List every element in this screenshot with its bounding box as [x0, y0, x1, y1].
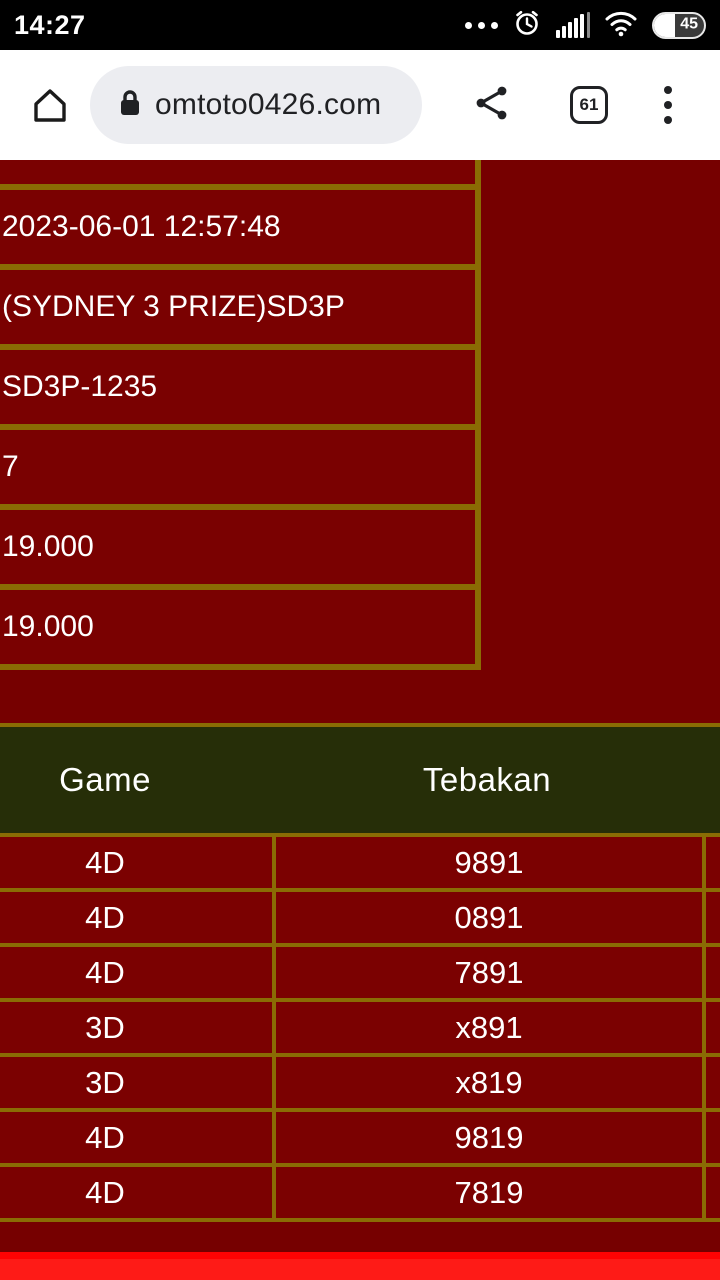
- signal-icon: [556, 12, 590, 38]
- amount-value-2: 19.000: [2, 610, 94, 643]
- info-row-datetime: 2023-06-01 12:57:48: [0, 190, 475, 270]
- lock-icon: [118, 88, 142, 123]
- info-row-market: (SYDNEY 3 PRIZE)SD3P: [0, 270, 475, 350]
- extra-cell: [702, 892, 720, 943]
- tebakan-cell: x891: [272, 1002, 702, 1053]
- red-strip-top: [0, 1252, 720, 1259]
- game-cell: 4D: [85, 954, 125, 990]
- clock-time: 14:27: [14, 9, 86, 40]
- bets-table: Game Tebakan 4D 9891 4D 0891 4D 7891 3D: [0, 723, 720, 1222]
- table-row: 4D 7819: [0, 1167, 720, 1222]
- draw-datetime: 2023-06-01 12:57:48: [2, 210, 281, 243]
- extra-cell: [702, 1057, 720, 1108]
- extra-cell: [702, 947, 720, 998]
- info-row-period: SD3P-1235: [0, 350, 475, 430]
- period-code: SD3P-1235: [2, 370, 158, 403]
- home-button[interactable]: [28, 83, 72, 127]
- bets-table-header: Game Tebakan: [0, 723, 720, 837]
- tab-count: 61: [579, 95, 599, 114]
- battery-icon: 45: [652, 11, 706, 39]
- header-tebakan: Tebakan: [422, 761, 552, 798]
- status-bar: 14:27 45: [0, 0, 720, 50]
- extra-cell: [702, 1167, 720, 1218]
- extra-cell: [702, 1112, 720, 1163]
- alarm-icon: [512, 8, 542, 43]
- info-row-number: 7: [0, 430, 475, 510]
- header-game: Game: [59, 761, 151, 798]
- game-cell: 4D: [85, 1119, 125, 1155]
- web-page: 2023-06-01 12:57:48 (SYDNEY 3 PRIZE)SD3P…: [0, 160, 720, 1280]
- info-row-partial: [0, 160, 475, 190]
- info-number: 7: [2, 450, 19, 483]
- game-cell: 3D: [85, 1009, 125, 1045]
- extra-cell: [702, 1002, 720, 1053]
- tebakan-cell: x819: [272, 1057, 702, 1108]
- url-bar[interactable]: omtoto0426.com: [90, 66, 422, 144]
- info-row-amount-2: 19.000: [0, 590, 475, 670]
- amount-value-1: 19.000: [2, 530, 94, 563]
- tab-switcher-button[interactable]: 61: [570, 86, 608, 124]
- draw-info-table: 2023-06-01 12:57:48 (SYDNEY 3 PRIZE)SD3P…: [0, 160, 481, 670]
- game-cell: 4D: [85, 1174, 125, 1210]
- table-row: 4D 9819: [0, 1112, 720, 1167]
- info-row-amount-1: 19.000: [0, 510, 475, 590]
- share-icon[interactable]: [474, 84, 510, 127]
- game-cell: 3D: [85, 1064, 125, 1100]
- game-cell: 4D: [85, 844, 125, 880]
- game-cell: 4D: [85, 899, 125, 935]
- table-row: 4D 0891: [0, 892, 720, 947]
- table-row: 4D 9891: [0, 837, 720, 892]
- header-extra: [702, 727, 720, 833]
- tebakan-cell: 7819: [272, 1167, 702, 1218]
- bottom-red-bar: [0, 1252, 720, 1280]
- tebakan-cell: 0891: [272, 892, 702, 943]
- more-notifications-icon: [465, 21, 498, 29]
- table-row: 3D x891: [0, 1002, 720, 1057]
- url-text: omtoto0426.com: [155, 88, 382, 121]
- market-name: (SYDNEY 3 PRIZE)SD3P: [2, 290, 345, 323]
- tebakan-cell: 9891: [272, 837, 702, 888]
- table-row: 3D x819: [0, 1057, 720, 1112]
- tebakan-cell: 7891: [272, 947, 702, 998]
- extra-cell: [702, 837, 720, 888]
- tebakan-cell: 9819: [272, 1112, 702, 1163]
- red-strip-bottom: [0, 1259, 720, 1280]
- status-icons: 45: [465, 8, 706, 43]
- battery-percent: 45: [680, 15, 698, 33]
- battery-fill: [654, 13, 675, 37]
- browser-toolbar: omtoto0426.com 61: [0, 50, 720, 160]
- table-row: 4D 7891: [0, 947, 720, 1002]
- wifi-icon: [604, 9, 638, 42]
- overflow-menu-button[interactable]: [664, 86, 672, 124]
